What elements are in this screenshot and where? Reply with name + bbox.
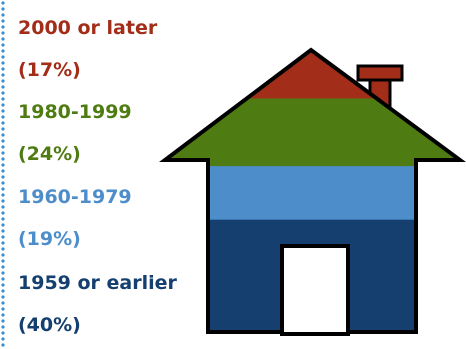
house-band-1960-1979	[160, 166, 465, 220]
house-band-2000-or-later	[160, 50, 465, 98]
door	[282, 246, 348, 334]
chimney-cap	[358, 66, 402, 80]
